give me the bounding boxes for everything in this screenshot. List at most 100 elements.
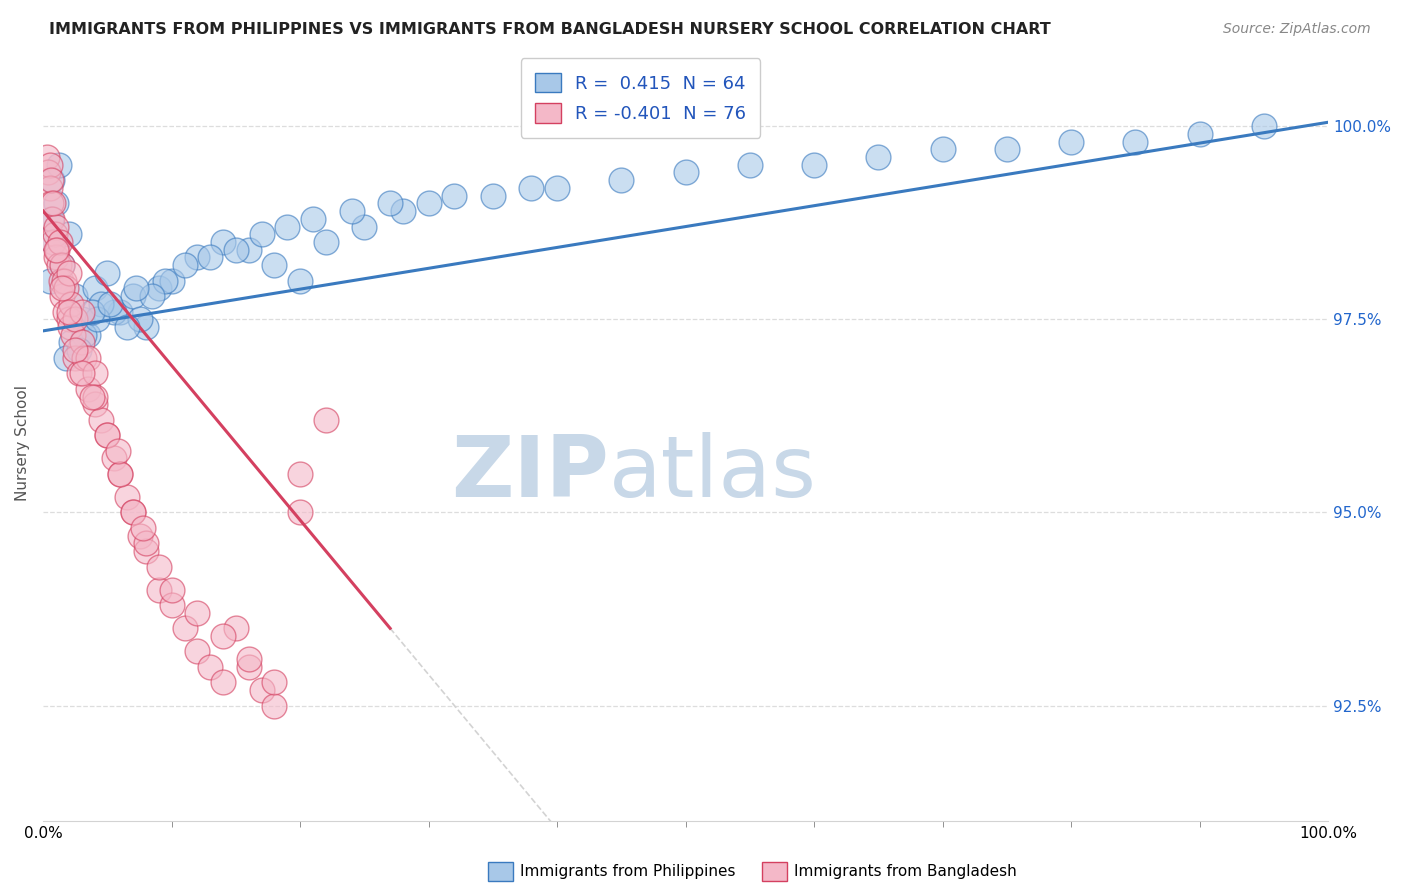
Point: [39, 211, 62, 226]
Point: [65, 312, 87, 326]
Point: [41, 211, 63, 226]
Point: [58, 227, 80, 242]
Point: [45, 196, 67, 211]
Point: [238, 660, 260, 674]
Point: [107, 443, 129, 458]
Point: [263, 258, 285, 272]
Point: [38, 181, 60, 195]
Point: [128, 312, 150, 326]
Point: [110, 304, 132, 318]
Point: [96, 428, 118, 442]
Point: [340, 204, 363, 219]
Point: [738, 158, 761, 172]
Point: [37, 165, 59, 179]
Point: [42, 235, 65, 249]
Point: [73, 327, 96, 342]
Text: atlas: atlas: [609, 432, 817, 515]
Point: [46, 243, 69, 257]
Point: [70, 304, 93, 318]
Point: [155, 274, 177, 288]
Point: [77, 327, 100, 342]
Point: [67, 343, 90, 358]
Point: [135, 544, 157, 558]
Point: [73, 351, 96, 365]
Point: [200, 660, 222, 674]
Point: [77, 351, 100, 365]
Point: [51, 289, 73, 303]
Point: [60, 335, 83, 350]
Point: [49, 235, 72, 249]
Point: [135, 536, 157, 550]
Point: [51, 258, 73, 272]
Text: Immigrants from Bangladesh: Immigrants from Bangladesh: [794, 864, 1017, 879]
Text: Source: ZipAtlas.com: Source: ZipAtlas.com: [1223, 22, 1371, 37]
Point: [90, 297, 112, 311]
Point: [290, 505, 312, 519]
Point: [148, 582, 170, 597]
Point: [135, 320, 157, 334]
Point: [67, 367, 90, 381]
Point: [83, 367, 105, 381]
Point: [122, 505, 145, 519]
Point: [60, 297, 83, 311]
Point: [53, 304, 76, 318]
Point: [110, 467, 132, 481]
Point: [70, 312, 93, 326]
Point: [378, 196, 401, 211]
Point: [122, 505, 145, 519]
Point: [200, 251, 222, 265]
Point: [173, 258, 195, 272]
Point: [65, 343, 87, 358]
Point: [51, 281, 73, 295]
Point: [263, 675, 285, 690]
Point: [55, 351, 77, 365]
Point: [48, 158, 70, 172]
Point: [250, 227, 273, 242]
Point: [86, 312, 108, 326]
Point: [51, 274, 73, 288]
Point: [48, 258, 70, 272]
Point: [115, 490, 138, 504]
Point: [110, 467, 132, 481]
Point: [45, 251, 67, 265]
Point: [70, 335, 93, 350]
Point: [62, 327, 84, 342]
Point: [238, 243, 260, 257]
Point: [39, 196, 62, 211]
Point: [173, 621, 195, 635]
Point: [148, 559, 170, 574]
Point: [546, 181, 568, 195]
Point: [263, 698, 285, 713]
Point: [160, 598, 183, 612]
Point: [122, 289, 145, 303]
Point: [225, 243, 247, 257]
Point: [995, 142, 1018, 156]
Point: [1060, 135, 1083, 149]
Point: [160, 582, 183, 597]
Point: [103, 304, 125, 318]
Text: ZIP: ZIP: [451, 432, 609, 515]
Point: [1125, 135, 1147, 149]
Point: [1253, 119, 1275, 133]
Point: [148, 281, 170, 295]
Point: [132, 521, 155, 535]
Point: [44, 227, 66, 242]
Point: [58, 266, 80, 280]
Point: [186, 606, 208, 620]
Point: [80, 390, 103, 404]
Point: [290, 467, 312, 481]
Point: [98, 297, 121, 311]
Point: [302, 211, 325, 226]
Point: [115, 320, 138, 334]
Point: [186, 644, 208, 658]
Point: [39, 173, 62, 187]
Point: [250, 683, 273, 698]
Point: [96, 428, 118, 442]
Point: [83, 390, 105, 404]
Point: [315, 413, 337, 427]
Y-axis label: Nursery School: Nursery School: [15, 384, 30, 501]
Point: [65, 351, 87, 365]
Point: [186, 251, 208, 265]
Point: [392, 204, 415, 219]
Point: [58, 312, 80, 326]
